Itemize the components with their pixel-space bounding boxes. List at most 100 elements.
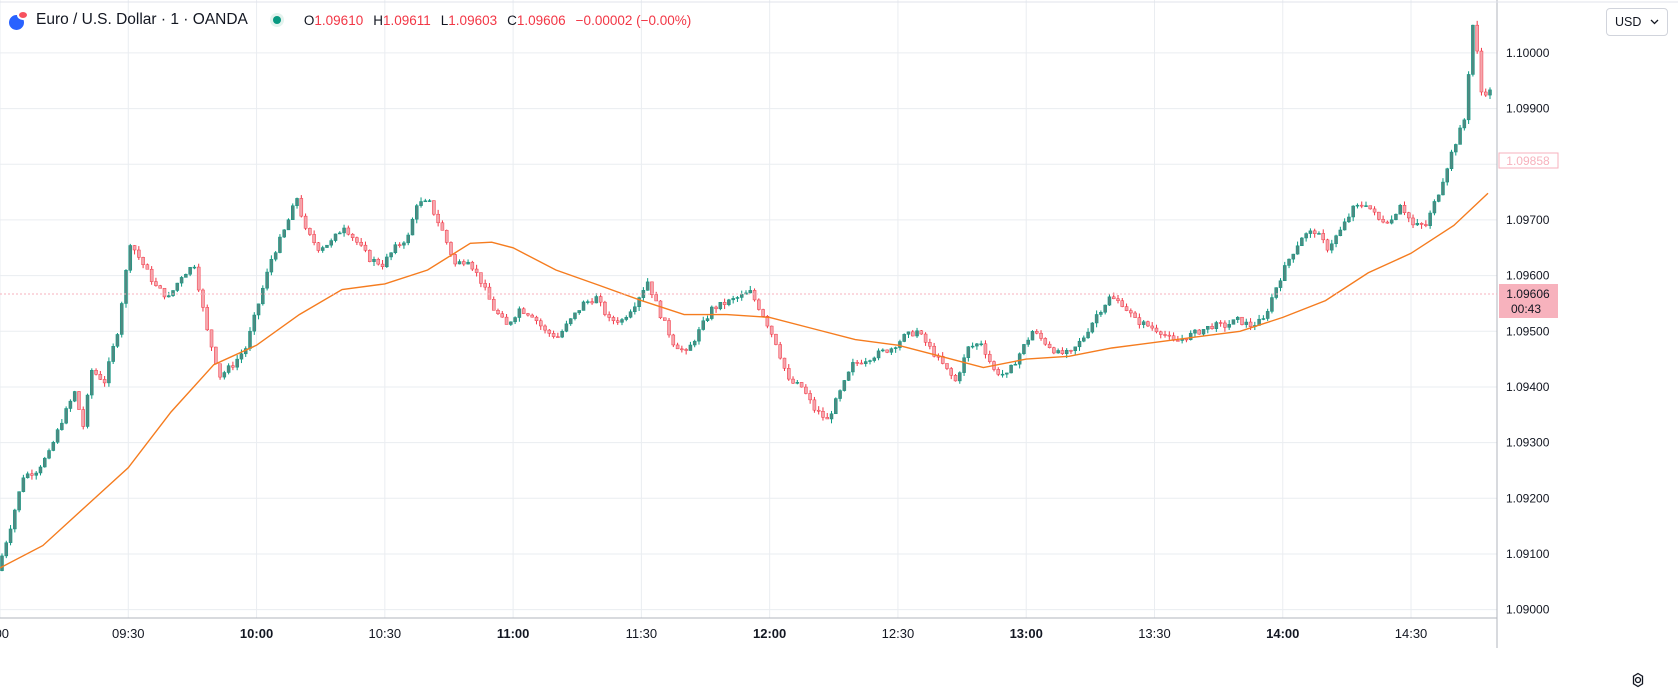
candle-body <box>1312 230 1317 234</box>
candle-body <box>175 282 180 291</box>
candle-body <box>299 198 304 217</box>
candle-body <box>462 261 466 265</box>
open-label: O <box>303 12 315 28</box>
candle-body <box>1483 91 1488 96</box>
symbol-title[interactable]: Euro / U.S. Dollar · 1 · OANDA <box>36 11 248 28</box>
candle-body <box>932 345 936 357</box>
candle-body <box>979 343 983 346</box>
candle-body <box>526 313 530 316</box>
candle-body <box>1214 322 1219 329</box>
candle-body <box>17 491 21 511</box>
candle-body <box>85 394 90 427</box>
candle-body <box>252 314 257 332</box>
candle-body <box>132 245 137 251</box>
candle-body <box>825 417 829 420</box>
candle-body <box>427 200 432 202</box>
candle-body <box>881 349 885 352</box>
candle-body <box>1090 322 1095 333</box>
candle-body <box>1146 321 1150 327</box>
candle-body <box>915 330 919 337</box>
candle-body <box>701 320 705 330</box>
candle-body <box>205 307 209 331</box>
candle-body <box>598 296 603 303</box>
time-tick-label: 10:00 <box>240 626 273 641</box>
candle-body <box>739 294 744 298</box>
candle-body <box>124 270 128 304</box>
candle-body <box>372 259 376 262</box>
candle-body <box>586 301 590 303</box>
price-tick-label: 1.09900 <box>1506 102 1550 116</box>
candle-body <box>128 245 133 271</box>
globe-flag-icon[interactable] <box>8 9 30 31</box>
candle-body <box>278 236 282 253</box>
candle-body <box>77 391 81 410</box>
candle-body <box>573 312 577 319</box>
candle-body <box>521 308 526 314</box>
candle-body <box>470 261 475 270</box>
market-status-icon[interactable] <box>269 13 284 27</box>
candle-body <box>607 314 611 318</box>
candle-body <box>1188 332 1193 340</box>
candle-body <box>487 286 492 300</box>
candle-body <box>769 325 774 335</box>
last-price-label: 1.09606 <box>1506 287 1550 301</box>
candle-body <box>1035 331 1039 334</box>
currency-dropdown[interactable]: USD <box>1606 8 1668 36</box>
candle-body <box>1475 24 1479 52</box>
candle-body <box>667 320 671 336</box>
candle-body <box>821 410 825 418</box>
candle-body <box>504 316 509 325</box>
candle-body <box>539 320 543 327</box>
candle-body <box>842 380 847 391</box>
candle-body <box>928 342 932 347</box>
candle-body <box>432 200 436 215</box>
candle-body <box>680 348 684 351</box>
settings-button[interactable] <box>1626 668 1650 692</box>
candle-body <box>479 272 483 284</box>
candle-body <box>1479 50 1484 93</box>
candle-body <box>38 466 43 474</box>
candle-body <box>1321 233 1325 241</box>
candle-body <box>697 329 701 342</box>
candle-body <box>855 362 859 364</box>
candle-body <box>590 301 594 304</box>
candle-body <box>1022 344 1026 354</box>
time-tick-label: 10:30 <box>369 626 402 641</box>
chart-legend: Euro / U.S. Dollar · 1 · OANDA O1.09610 … <box>0 0 1600 40</box>
candle-body <box>419 201 423 206</box>
candle-body <box>949 368 953 376</box>
candle-body <box>611 317 616 321</box>
candle-body <box>94 370 98 375</box>
candle-body <box>1287 258 1291 266</box>
candle-body <box>363 244 368 251</box>
candle-body <box>261 287 265 305</box>
candle-body <box>1466 74 1471 121</box>
candle-body <box>1235 316 1240 320</box>
candle-body <box>196 266 201 291</box>
candle-body <box>1099 312 1103 315</box>
candle-body <box>1167 334 1172 337</box>
candle-body <box>1317 233 1321 235</box>
candle-body <box>568 318 573 325</box>
candle-body <box>804 386 808 394</box>
candle-body <box>975 343 979 347</box>
candle-body <box>799 382 804 388</box>
candle-body <box>329 240 333 246</box>
candle-body <box>13 509 17 530</box>
bar-countdown-label: 00:43 <box>1511 302 1541 316</box>
candle-body <box>1013 363 1018 366</box>
candle-body <box>0 555 4 571</box>
candle-body <box>222 372 227 378</box>
candle-body <box>650 281 654 295</box>
candle-body <box>1436 194 1441 202</box>
candle-body <box>367 250 372 262</box>
candle-body <box>376 259 381 265</box>
candle-body <box>534 316 539 321</box>
candle-body <box>1488 89 1492 96</box>
candle-body <box>500 313 505 318</box>
candle-body <box>415 205 419 220</box>
candle-body <box>410 218 415 236</box>
candle-body <box>1056 350 1060 354</box>
candle-body <box>184 274 188 278</box>
